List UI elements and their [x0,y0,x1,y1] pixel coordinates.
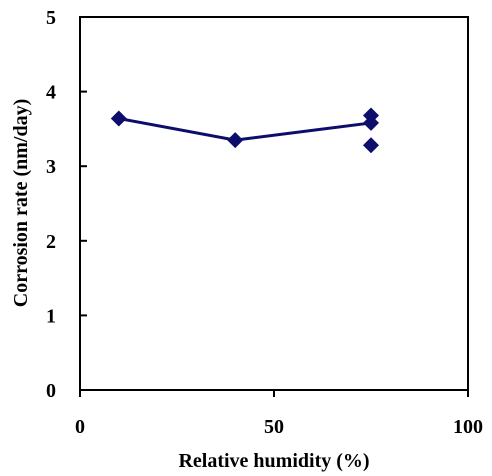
x-tick-label: 50 [264,416,284,438]
x-axis-ticks: 0 50 100 [75,390,483,438]
y-tick-label: 5 [46,7,56,29]
data-point-diamond [363,137,379,154]
x-tick-label: 0 [75,416,85,438]
y-axis-ticks: 0 1 2 3 4 5 [46,7,87,402]
y-tick-label: 4 [46,82,56,104]
y-tick-label: 2 [46,231,56,253]
y-tick-label: 1 [46,305,56,327]
y-axis-title: Corrosion rate (nm/day) [10,99,32,308]
data-point-diamond [363,114,379,131]
data-point-diamond [227,132,244,149]
data-point-diamond [110,110,127,127]
y-tick-label: 0 [46,380,56,402]
plot-area [79,16,469,391]
trend-line [118,116,372,142]
x-tick-label: 100 [453,416,483,438]
data-series [110,107,379,154]
x-axis-title: Relative humidity (%) [178,450,369,472]
y-tick-label: 3 [46,156,56,178]
